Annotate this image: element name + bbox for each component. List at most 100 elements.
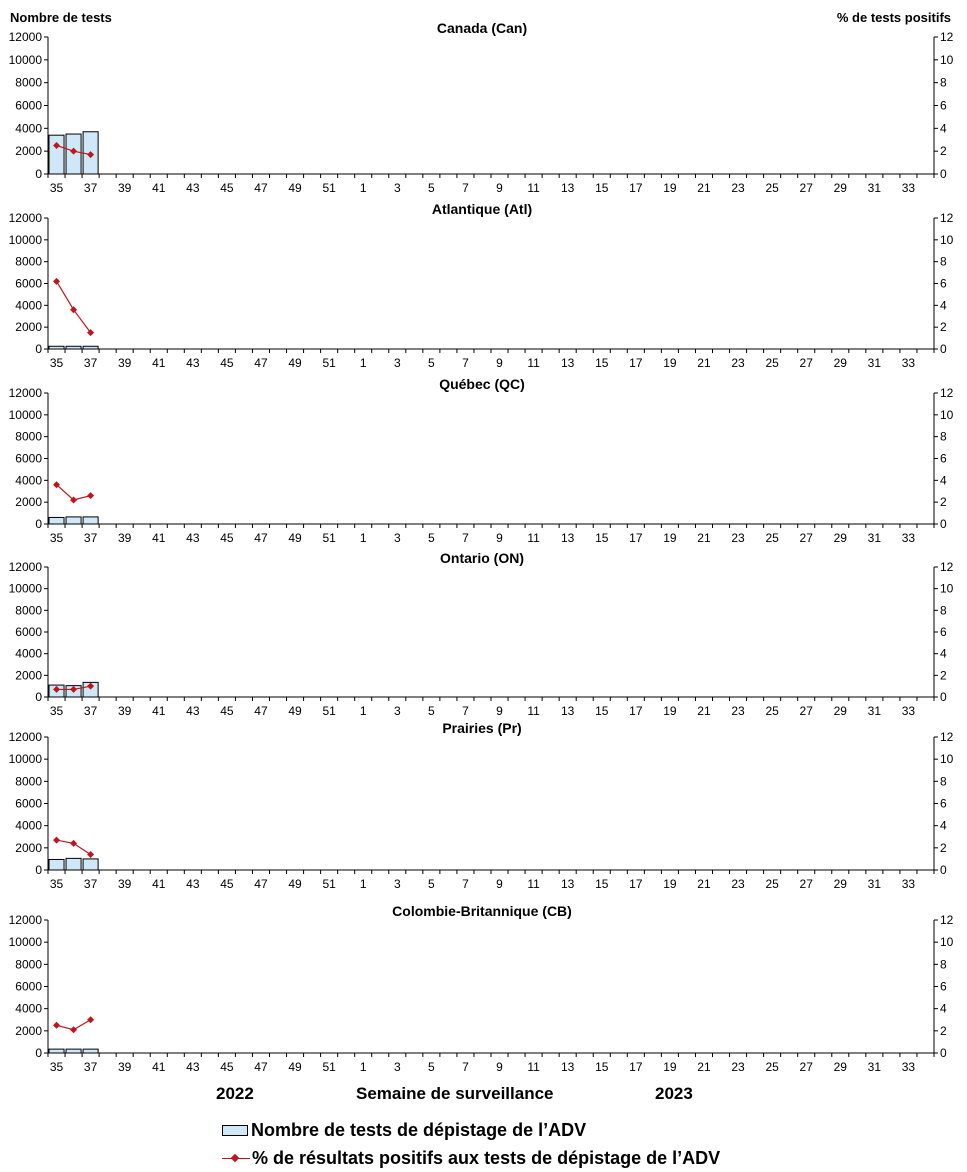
right-tick-label: 10 — [940, 408, 954, 422]
right-tick-label: 8 — [940, 255, 947, 269]
percent-positive-point — [53, 685, 61, 693]
x-tick-label: 5 — [428, 531, 435, 545]
x-tick-label: 21 — [697, 877, 711, 891]
x-tick-label: 31 — [868, 877, 882, 891]
x-tick-label: 43 — [186, 181, 200, 195]
x-tick-label: 35 — [50, 704, 64, 718]
panel-title: Canada (Can) — [437, 20, 527, 36]
x-tick-label: 1 — [360, 1060, 367, 1074]
x-tick-label: 11 — [527, 704, 540, 718]
panel-2: Atlantique (Atl)020004000600080001000012… — [9, 201, 954, 370]
x-tick-label: 29 — [834, 877, 848, 891]
year-label-2023: 2023 — [655, 1084, 693, 1103]
x-tick-label: 15 — [595, 531, 609, 545]
right-tick-label: 0 — [940, 517, 947, 531]
test-count-bar — [82, 858, 99, 871]
left-tick-label: 8000 — [15, 957, 42, 971]
x-tick-label: 27 — [800, 356, 814, 370]
right-tick-label: 6 — [940, 277, 947, 291]
right-tick-label: 6 — [940, 797, 947, 811]
x-tick-label: 17 — [629, 531, 643, 545]
year-label-2022: 2022 — [216, 1084, 254, 1103]
x-tick-label: 33 — [902, 704, 916, 718]
x-tick-label: 3 — [394, 181, 401, 195]
x-tick-label: 43 — [186, 531, 200, 545]
right-tick-label: 4 — [940, 298, 947, 312]
x-tick-label: 49 — [288, 531, 302, 545]
left-tick-label: 8000 — [15, 255, 42, 269]
x-tick-label: 45 — [220, 181, 234, 195]
panel-1: Canada (Can) 0 2000 4000 6000 8000 10000 12000 0… — [9, 20, 954, 195]
x-tick-label: 7 — [462, 531, 469, 545]
test-count-bar — [82, 516, 99, 525]
x-tick-label: 31 — [868, 181, 882, 195]
x-tick-label: 5 — [428, 877, 435, 891]
panel-5: Prairies (Pr) 0 2000 4000 6000 8000 10000 12000… — [9, 720, 954, 891]
x-tick-label: 23 — [731, 181, 745, 195]
left-tick-label: 12000 — [9, 730, 43, 744]
x-tick-label: 43 — [186, 704, 200, 718]
left-tick-label: 6000 — [15, 277, 42, 291]
left-tick-label: 0 — [35, 517, 42, 531]
percent-positive-point — [87, 1016, 95, 1024]
x-tick-label: 5 — [428, 356, 435, 370]
left-tick-label: 4000 — [15, 1002, 42, 1016]
legend-line-entry: % de résultats positifs aux tests de dép… — [222, 1148, 720, 1169]
x-tick-label: 25 — [765, 181, 779, 195]
left-tick-label: 10000 — [9, 408, 43, 422]
x-tick-label: 49 — [288, 1060, 302, 1074]
right-tick-label: 10 — [940, 752, 954, 766]
x-tick-label: 51 — [322, 1060, 336, 1074]
right-tick-label: 6 — [940, 625, 947, 639]
x-tick-label: 25 — [765, 877, 779, 891]
left-tick-label: 0 — [35, 342, 42, 356]
left-tick-label: 8000 — [15, 603, 42, 617]
percent-positive-point — [70, 496, 78, 504]
x-tick-label: 45 — [220, 704, 234, 718]
x-tick-label: 13 — [561, 704, 575, 718]
right-axis-title: % de tests positifs — [837, 10, 951, 25]
x-tick-label: 19 — [663, 877, 677, 891]
panel-title: Atlantique (Atl) — [432, 201, 532, 217]
x-tick-label: 27 — [800, 704, 814, 718]
test-count-bar — [48, 1048, 65, 1054]
percent-positive-point — [87, 682, 95, 690]
x-tick-label: 35 — [50, 356, 64, 370]
left-axis-title: Nombre de tests — [10, 10, 112, 25]
x-tick-label: 3 — [394, 877, 401, 891]
x-tick-label: 21 — [697, 1060, 711, 1074]
x-tick-label: 29 — [834, 356, 848, 370]
left-tick-label: 12000 — [9, 386, 43, 400]
percent-positive-point — [70, 839, 78, 847]
test-count-bar — [65, 857, 82, 871]
left-tick-label: 2000 — [15, 1024, 42, 1038]
left-tick-label: 12000 — [9, 211, 43, 225]
right-tick-label: 2 — [940, 1024, 947, 1038]
left-tick-label: 2000 — [15, 841, 42, 855]
x-tick-label: 13 — [561, 531, 575, 545]
x-tick-label: 37 — [84, 704, 98, 718]
percent-positive-point — [53, 141, 61, 149]
right-tick-label: 10 — [940, 582, 954, 596]
percent-positive-point — [70, 147, 78, 155]
left-tick-label: 12000 — [9, 30, 43, 44]
right-tick-label: 2 — [940, 668, 947, 682]
left-tick-label: 0 — [35, 690, 42, 704]
x-tick-label: 43 — [186, 356, 200, 370]
x-tick-label: 9 — [496, 1060, 503, 1074]
test-count-bar — [48, 516, 65, 525]
left-tick-label: 6000 — [15, 99, 42, 113]
left-tick-label: 12000 — [9, 913, 43, 927]
right-tick-label: 12 — [940, 560, 954, 574]
x-tick-label: 31 — [868, 531, 882, 545]
right-tick-label: 6 — [940, 452, 947, 466]
percent-positive-point — [70, 685, 78, 693]
x-tick-label: 17 — [629, 356, 643, 370]
legend-line-swatch — [222, 1152, 250, 1166]
x-tick-label: 33 — [902, 356, 916, 370]
x-tick-label: 33 — [902, 531, 916, 545]
x-tick-label: 21 — [697, 356, 711, 370]
x-tick-label: 11 — [527, 356, 540, 370]
x-tick-label: 29 — [834, 531, 848, 545]
left-tick-label: 12000 — [9, 560, 43, 574]
